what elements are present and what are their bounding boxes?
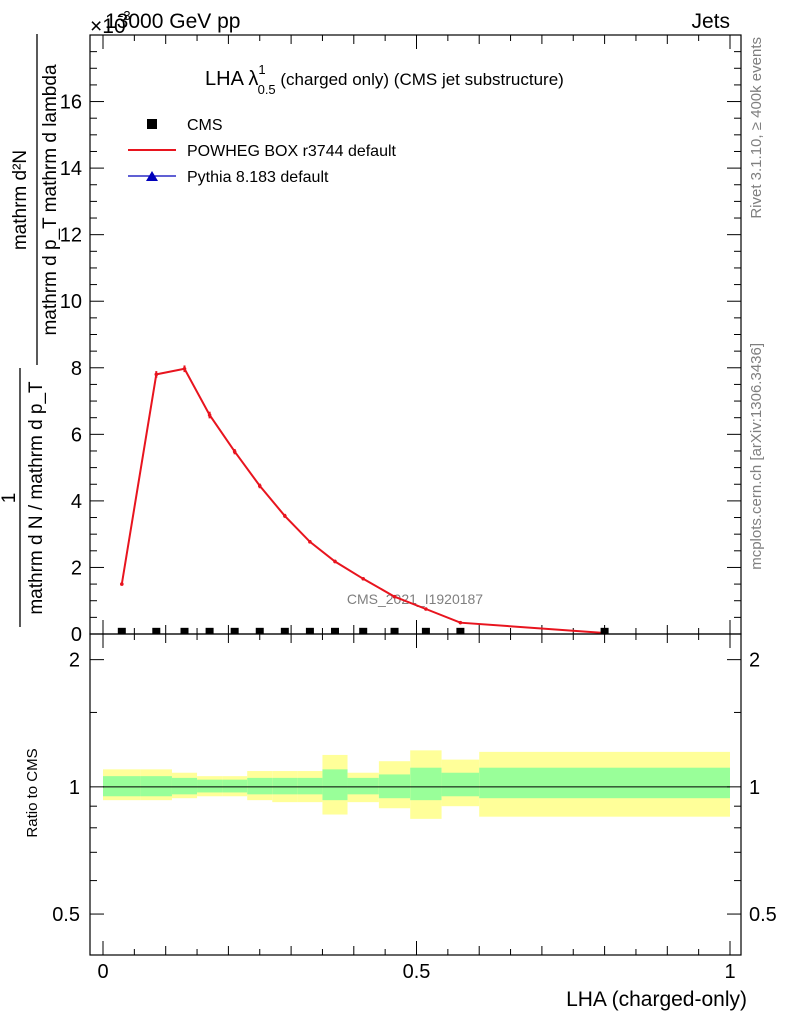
x-axis-title: LHA (charged-only) xyxy=(566,988,747,1011)
powheg-point xyxy=(120,582,124,586)
y-tick-label: 2 xyxy=(71,557,82,579)
plot-title-sub: 0.5 xyxy=(258,82,276,97)
ratio-y-tick-label-left: 1 xyxy=(69,777,80,799)
process-label: Jets xyxy=(691,10,730,33)
ratio-inner-band-bin xyxy=(347,777,379,795)
powheg-point xyxy=(458,620,463,625)
ratio-y-tick-label-right: 2 xyxy=(749,650,760,672)
powheg-point xyxy=(283,514,287,518)
y-axis-title-prefactor-bottom: mathrm d N / mathrm d p_T xyxy=(26,381,47,615)
ratio-y-axis-title: Ratio to CMS xyxy=(24,748,41,837)
cms-point xyxy=(117,627,126,634)
energy-label: 13000 GeV pp xyxy=(105,10,240,33)
y-tick-label: 4 xyxy=(71,491,82,513)
powheg-point xyxy=(308,540,312,544)
cms-point xyxy=(280,627,289,634)
y-tick-label: 10 xyxy=(60,291,82,313)
legend-powheg-label: POWHEG BOX r3744 default xyxy=(187,143,397,160)
y-axis-title-prefactor-top: 1 xyxy=(0,493,20,504)
ratio-y-tick-label-right: 0.5 xyxy=(749,904,777,926)
cms-point xyxy=(305,627,314,634)
ratio-inner-band-bin xyxy=(378,774,411,799)
exponent-prefix: ×10 xyxy=(90,15,126,38)
ratio-inner-band-bin xyxy=(247,777,273,795)
ratio-y-tick-label-left: 0.5 xyxy=(52,904,80,926)
cms-point xyxy=(180,627,189,634)
ratio-inner-band-bin xyxy=(410,767,442,801)
ratio-y-tick-label-left: 2 xyxy=(69,650,80,672)
cms-point xyxy=(330,627,339,634)
analysis-watermark: CMS_2021_I1920187 xyxy=(347,591,483,607)
powheg-point xyxy=(333,559,337,564)
powheg-point xyxy=(182,366,187,371)
powheg-point xyxy=(257,484,262,488)
plot-title-main: LHA λ xyxy=(205,68,258,90)
plot-title: LHA λ1 0.5 (charged only) (CMS jet substr… xyxy=(205,62,564,97)
exponent-power: -3 xyxy=(119,8,131,23)
powheg-line xyxy=(120,367,605,634)
rivet-label: Rivet 3.1.10, ≥ 400k events xyxy=(748,37,765,219)
y-axis-title-denominator: mathrm d p_T mathrm d lambda xyxy=(40,64,61,335)
cms-point xyxy=(152,627,161,634)
y-axis-title-numerator: mathrm d²N xyxy=(10,150,31,250)
ratio-inner-band-bin xyxy=(171,777,198,795)
legend-pythia-marker xyxy=(146,171,158,181)
ratio-panel-ticks: 0.5 0.5 1 1 2 2 0 0.5 1 xyxy=(52,634,777,983)
ratio-y-tick-label-right: 1 xyxy=(749,777,760,799)
powheg-point xyxy=(424,607,428,611)
ratio-inner-band-bin xyxy=(479,767,730,799)
cms-point xyxy=(600,627,609,634)
mcplots-label: mcplots.cern.ch [arXiv:1306.3436] xyxy=(748,343,765,570)
y-tick-label: 8 xyxy=(71,358,82,380)
y-tick-label: 14 xyxy=(60,158,82,180)
cms-point xyxy=(421,627,430,634)
main-panel-ticks: 0 2 4 6 8 10 12 14 16 xyxy=(60,35,741,646)
cms-point xyxy=(359,627,368,634)
cms-point xyxy=(456,627,465,634)
ratio-inner-band-bin xyxy=(441,772,480,797)
powheg-point xyxy=(392,594,397,599)
ratio-panel-frame xyxy=(89,633,742,956)
powheg-point xyxy=(232,449,237,454)
powheg-point xyxy=(207,413,212,417)
x-tick-label: 0.5 xyxy=(403,961,431,983)
legend-pythia-label: Pythia 8.183 default xyxy=(187,169,329,186)
legend-cms-label: CMS xyxy=(187,117,223,134)
cms-point xyxy=(230,627,239,634)
x-tick-label: 1 xyxy=(724,961,735,983)
ratio-inner-band-bin xyxy=(322,769,348,801)
y-tick-label: 0 xyxy=(71,624,82,646)
y-tick-label: 12 xyxy=(60,225,82,247)
plot-title-sup: 1 xyxy=(258,62,265,77)
ratio-inner-band-bin xyxy=(103,776,141,797)
powheg-point xyxy=(361,576,366,581)
ratio-inner-band-bin xyxy=(222,779,248,793)
cms-point xyxy=(205,627,214,634)
legend-cms-marker xyxy=(147,119,157,129)
plot-title-suffix: (charged only) (CMS jet substructure) xyxy=(276,70,564,89)
x-tick-label: 0 xyxy=(97,961,108,983)
powheg-point xyxy=(154,372,159,377)
cms-point xyxy=(255,627,264,634)
cms-point xyxy=(390,627,399,634)
main-panel-series xyxy=(117,365,609,635)
ratio-inner-band-bin xyxy=(297,777,323,795)
ratio-inner-band-bin xyxy=(272,777,298,795)
y-tick-label: 16 xyxy=(60,92,82,114)
ratio-inner-band-bin xyxy=(197,779,223,793)
y-tick-label: 6 xyxy=(71,424,82,446)
ratio-inner-band-bin xyxy=(140,776,172,797)
legend: CMS POWHEG BOX r3744 default Pythia 8.18… xyxy=(128,117,397,186)
ratio-bands xyxy=(103,750,730,819)
